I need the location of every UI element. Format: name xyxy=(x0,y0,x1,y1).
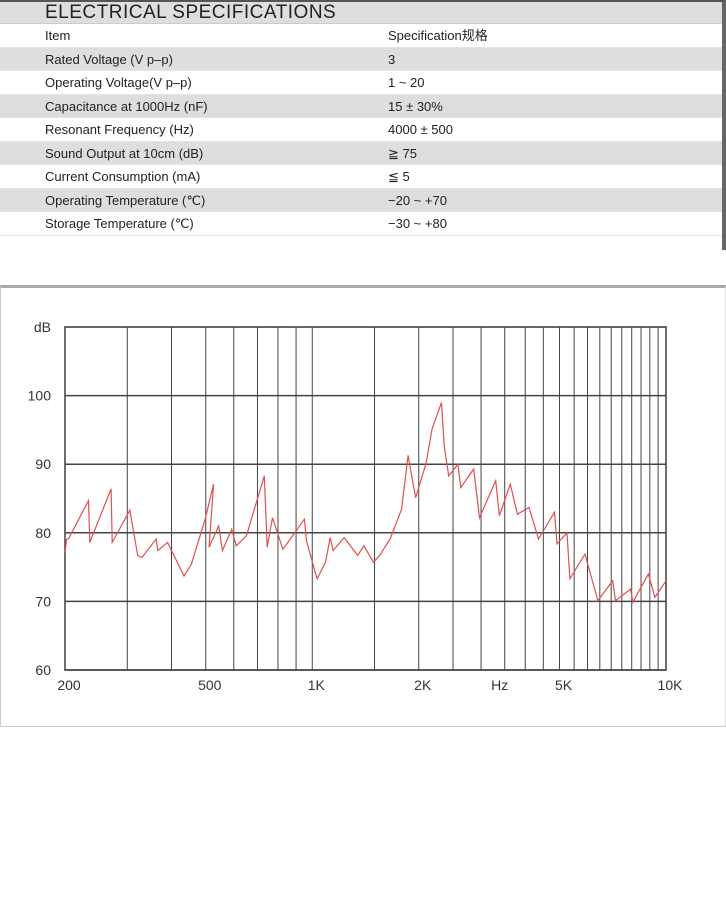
row-item: Current Consumption (mA) xyxy=(45,169,201,184)
electrical-specifications-table: ELECTRICAL SPECIFICATIONS Item Specifica… xyxy=(0,0,726,250)
x-tick-label: Hz xyxy=(491,677,508,693)
chart-svg: 60 70 80 90 100 dB 200 500 1K 2K Hz 5K 10K xyxy=(28,319,684,693)
row-item: Rated Voltage (V p–p) xyxy=(45,51,173,67)
row-item: Operating Voltage(V p–p) xyxy=(45,75,192,90)
table-row: Current Consumption (mA) ≦ 5 xyxy=(0,165,722,189)
table-row: Operating Temperature (℃) −20 ~ +70 xyxy=(0,188,722,212)
frequency-response-chart: 60 70 80 90 100 dB 200 500 1K 2K Hz 5K 10K xyxy=(0,285,726,727)
table-row: Sound Output at 10cm (dB) ≧ 75 xyxy=(0,141,722,165)
x-tick-label: 2K xyxy=(414,677,432,693)
row-spec: −20 ~ +70 xyxy=(388,192,447,208)
row-item: Storage Temperature (℃) xyxy=(45,216,194,231)
row-item: Sound Output at 10cm (dB) xyxy=(45,145,204,161)
row-item: Capacitance at 1000Hz (nF) xyxy=(45,98,208,114)
row-spec: ≧ 75 xyxy=(388,145,417,161)
y-tick-label: 80 xyxy=(35,525,51,541)
x-tick-label: 200 xyxy=(57,677,81,693)
row-item: Resonant Frequency (Hz) xyxy=(45,122,194,137)
y-tick-label: 70 xyxy=(35,593,51,609)
table-title: ELECTRICAL SPECIFICATIONS xyxy=(0,2,722,24)
row-spec: 4000 ± 500 xyxy=(388,122,453,137)
header-spec: Specification规格 xyxy=(388,28,488,43)
table-row: Operating Voltage(V p–p) 1 ~ 20 xyxy=(0,71,722,95)
row-spec: −30 ~ +80 xyxy=(388,216,447,231)
response-curve xyxy=(64,402,667,604)
table-row: Storage Temperature (℃) −30 ~ +80 xyxy=(0,212,722,236)
y-tick-label: 100 xyxy=(28,388,52,404)
row-spec: 3 xyxy=(388,51,396,67)
x-tick-label: 1K xyxy=(308,677,326,693)
row-spec: 15 ± 30% xyxy=(388,98,443,114)
y-tick-label: 60 xyxy=(35,662,51,678)
table-header-row: Item Specification规格 xyxy=(0,24,722,48)
table-row: Rated Voltage (V p–p) 3 xyxy=(0,47,722,71)
row-spec: ≦ 5 xyxy=(388,169,410,184)
plot-frame xyxy=(64,326,667,671)
table-row: Capacitance at 1000Hz (nF) 15 ± 30% xyxy=(0,94,722,118)
y-axis-label: dB xyxy=(34,319,51,335)
x-tick-label: 500 xyxy=(198,677,222,693)
row-spec: 1 ~ 20 xyxy=(388,75,425,90)
row-item: Operating Temperature (℃) xyxy=(45,192,206,208)
y-tick-label: 90 xyxy=(35,456,51,472)
header-item: Item xyxy=(45,28,71,43)
x-tick-label: 10K xyxy=(658,677,684,693)
table-row: Resonant Frequency (Hz) 4000 ± 500 xyxy=(0,118,722,142)
x-tick-label: 5K xyxy=(555,677,573,693)
